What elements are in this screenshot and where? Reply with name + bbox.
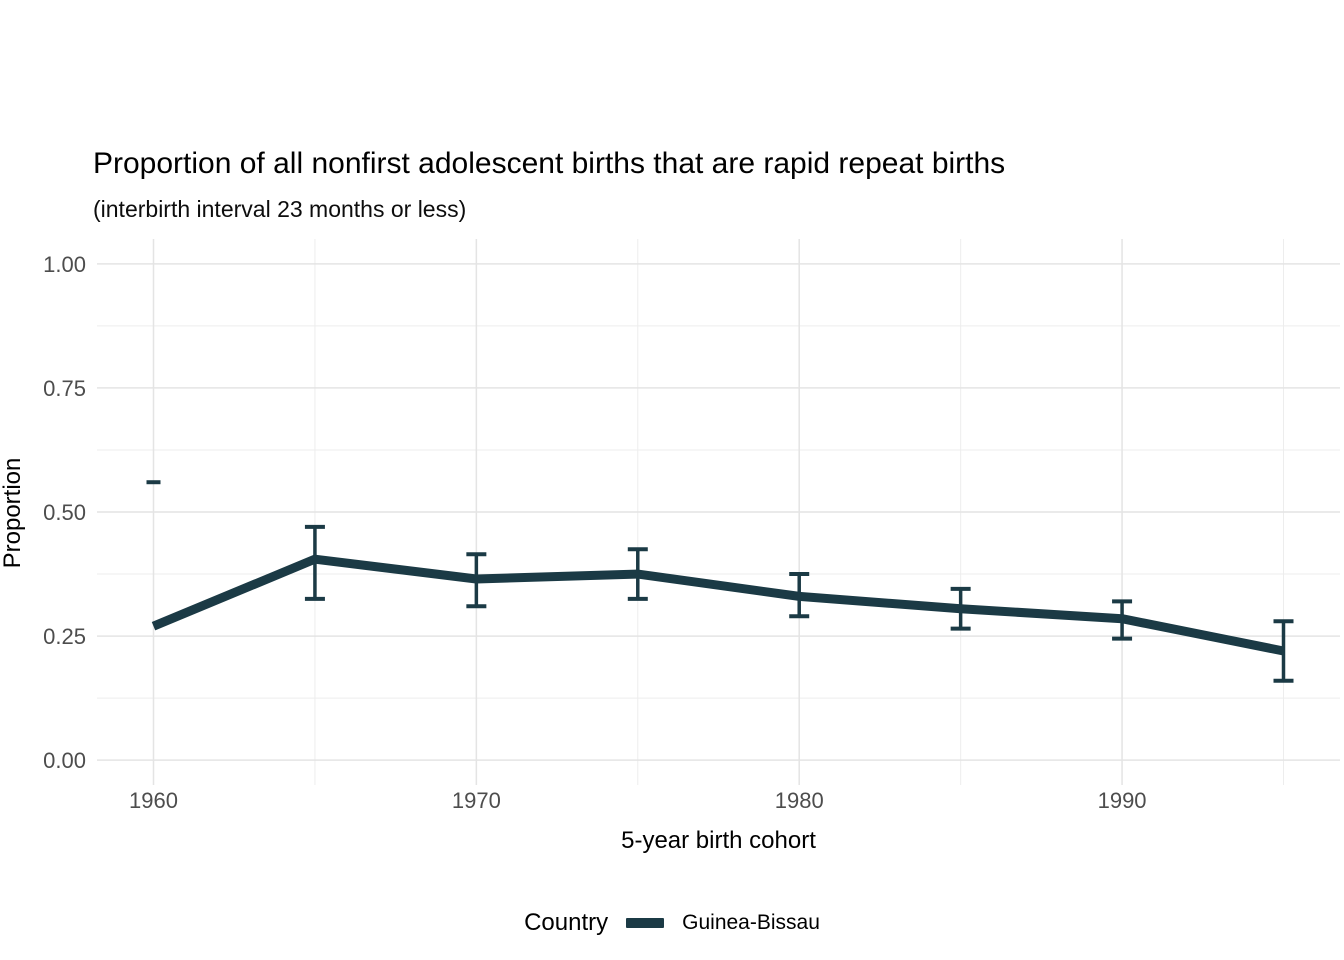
- x-tick-label-1990: 1990: [1098, 788, 1147, 813]
- y-tick-label-1.00: 1.00: [43, 252, 86, 277]
- legend-item-label: Guinea-Bissau: [682, 911, 820, 934]
- legend-key-line-swatch: [626, 918, 665, 928]
- chart-title: Proportion of all nonfirst adolescent bi…: [93, 147, 1006, 180]
- x-tick-label-1970: 1970: [452, 788, 501, 813]
- x-tick-label-1980: 1980: [775, 788, 824, 813]
- x-axis-title: 5-year birth cohort: [621, 827, 816, 854]
- y-tick-label-0.50: 0.50: [43, 500, 86, 525]
- y-axis-title: Proportion: [0, 457, 26, 569]
- y-tick-label-0.75: 0.75: [43, 376, 86, 401]
- y-tick-label-0.00: 0.00: [43, 748, 86, 773]
- chart-subtitle: (interbirth interval 23 months or less): [93, 196, 467, 222]
- y-tick-label-0.25: 0.25: [43, 624, 86, 649]
- data-line-guinea-bissau: [151, 554, 1285, 656]
- legend: Country Guinea-Bissau: [0, 900, 1344, 946]
- x-tick-label-1960: 1960: [129, 788, 178, 813]
- legend-title: Country: [524, 909, 609, 936]
